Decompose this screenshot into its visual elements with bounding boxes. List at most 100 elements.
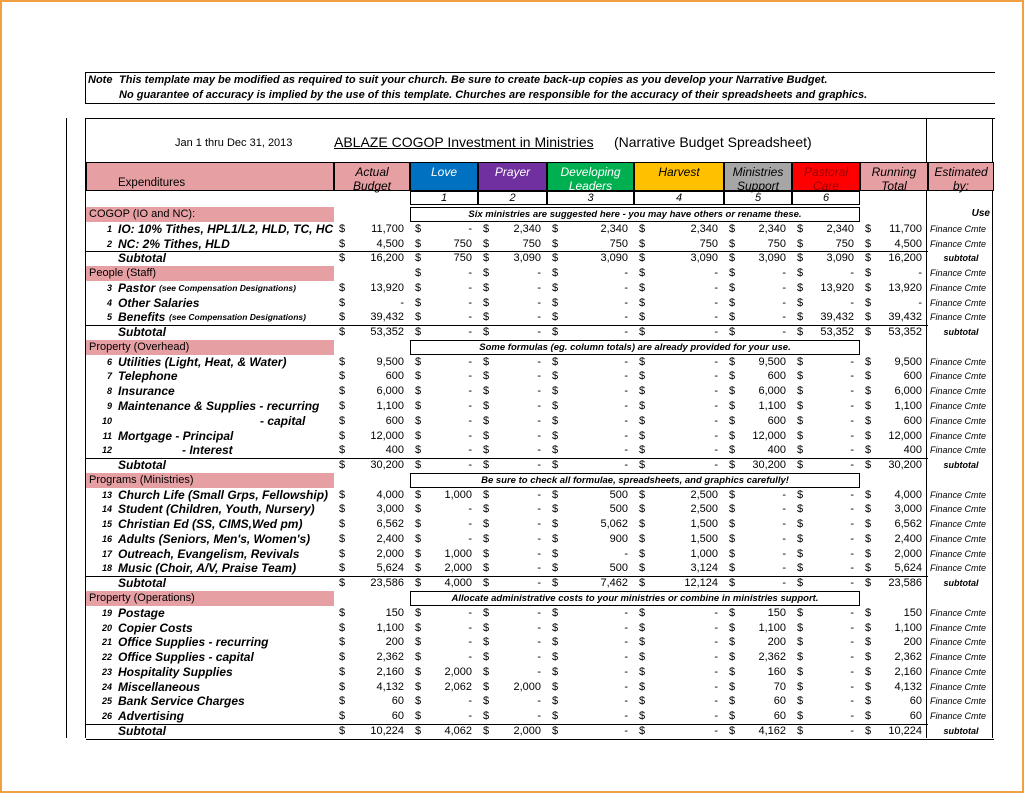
subtotal-rule — [86, 576, 928, 578]
amount: 4,500 — [894, 237, 922, 250]
currency: $ — [415, 222, 422, 235]
subtotal-label: Subtotal — [118, 576, 166, 591]
amount: - — [714, 414, 718, 427]
amount: 6,000 — [376, 385, 404, 398]
amount: 12,124 — [684, 577, 718, 590]
amount: - — [850, 429, 854, 442]
currency: $ — [729, 237, 736, 250]
currency: $ — [415, 459, 422, 472]
column-number: 4 — [634, 191, 724, 205]
banner: Be sure to check all formulae, spreadshe… — [410, 472, 860, 488]
amount: 1,100 — [758, 400, 786, 412]
amount: 3,090 — [690, 252, 718, 265]
row-number: 3 — [106, 282, 112, 293]
amount: 53,352 — [370, 326, 404, 339]
currency: $ — [552, 621, 559, 634]
estimate: Finance Cmte — [930, 711, 987, 722]
currency: $ — [339, 311, 346, 324]
subtotal-rule — [86, 458, 928, 460]
amount: - — [714, 695, 718, 708]
amount: 12,000 — [888, 429, 922, 442]
amount: 2,340 — [513, 222, 541, 235]
rule — [992, 118, 993, 738]
amount: 30,200 — [752, 459, 786, 472]
amount: - — [624, 281, 628, 294]
amount: - — [850, 400, 854, 412]
header-cell: Developing Leaders — [547, 162, 634, 193]
row-note: (see Compensation Designations) — [159, 282, 296, 293]
amount: 2,400 — [894, 532, 922, 545]
amount: - — [850, 651, 854, 664]
currency: $ — [639, 488, 646, 501]
amount: - — [850, 547, 854, 560]
amount: - — [782, 577, 786, 590]
amount: - — [537, 518, 541, 531]
currency: $ — [729, 724, 736, 737]
currency: $ — [639, 532, 646, 545]
amount: - — [624, 636, 628, 649]
amount: 13,920 — [888, 281, 922, 294]
currency: $ — [865, 488, 872, 501]
currency: $ — [483, 444, 490, 457]
currency: $ — [729, 503, 736, 516]
estimate: Finance Cmte — [930, 681, 987, 692]
amount: - — [850, 503, 854, 516]
currency: $ — [639, 577, 646, 590]
currency: $ — [552, 651, 559, 664]
currency: $ — [639, 651, 646, 664]
row-number: 18 — [101, 563, 112, 574]
currency: $ — [339, 606, 346, 619]
amount: - — [918, 267, 922, 280]
amount: 39,432 — [888, 311, 922, 324]
currency: $ — [552, 562, 559, 575]
amount: 5,062 — [600, 518, 628, 531]
currency: $ — [865, 400, 872, 412]
column-number: 5 — [724, 191, 792, 205]
amount: - — [624, 710, 628, 723]
currency: $ — [483, 665, 490, 678]
doc-title: ABLAZE COGOP Investment in Ministries — [334, 134, 594, 150]
currency: $ — [865, 370, 872, 383]
amount: - — [537, 606, 541, 619]
amount: 1,100 — [376, 400, 404, 412]
amount: - — [537, 577, 541, 590]
currency: $ — [865, 459, 872, 472]
currency: $ — [865, 503, 872, 516]
amount: 23,586 — [888, 577, 922, 590]
amount: - — [537, 710, 541, 723]
row-label: Christian Ed (SS, CIMS,Wed pm) — [118, 517, 303, 532]
estimate: Finance Cmte — [930, 312, 987, 323]
rule — [85, 118, 86, 738]
currency: $ — [415, 710, 422, 723]
use-label: Use — [971, 208, 990, 219]
amount: - — [714, 385, 718, 398]
amount: 2,362 — [758, 651, 786, 664]
bottom-rule — [86, 738, 994, 740]
currency: $ — [639, 724, 646, 737]
banner: Six ministries are suggested here - you … — [410, 207, 860, 222]
amount: 2,340 — [826, 222, 854, 235]
amount: 11,700 — [371, 222, 404, 235]
currency: $ — [483, 562, 490, 575]
currency: $ — [639, 400, 646, 412]
row-label: Bank Service Charges — [118, 694, 245, 709]
amount: 10,224 — [370, 724, 404, 737]
amount: 6,562 — [894, 518, 922, 531]
currency: $ — [865, 606, 872, 619]
amount: 53,352 — [820, 326, 854, 339]
amount: - — [782, 296, 786, 309]
section-title: COGOP (IO and NC): — [86, 207, 334, 222]
amount: - — [850, 680, 854, 693]
amount: - — [624, 400, 628, 412]
currency: $ — [483, 281, 490, 294]
estimate: Finance Cmte — [930, 238, 987, 249]
amount: - — [714, 311, 718, 324]
currency: $ — [729, 577, 736, 590]
currency: $ — [865, 385, 872, 398]
section-title: People (Staff) — [86, 266, 334, 281]
amount: - — [850, 444, 854, 457]
amount: 750 — [609, 237, 628, 250]
row-label: Mortgage - Principal — [118, 428, 234, 443]
row-number: 19 — [101, 607, 112, 618]
amount: 16,200 — [888, 252, 922, 265]
